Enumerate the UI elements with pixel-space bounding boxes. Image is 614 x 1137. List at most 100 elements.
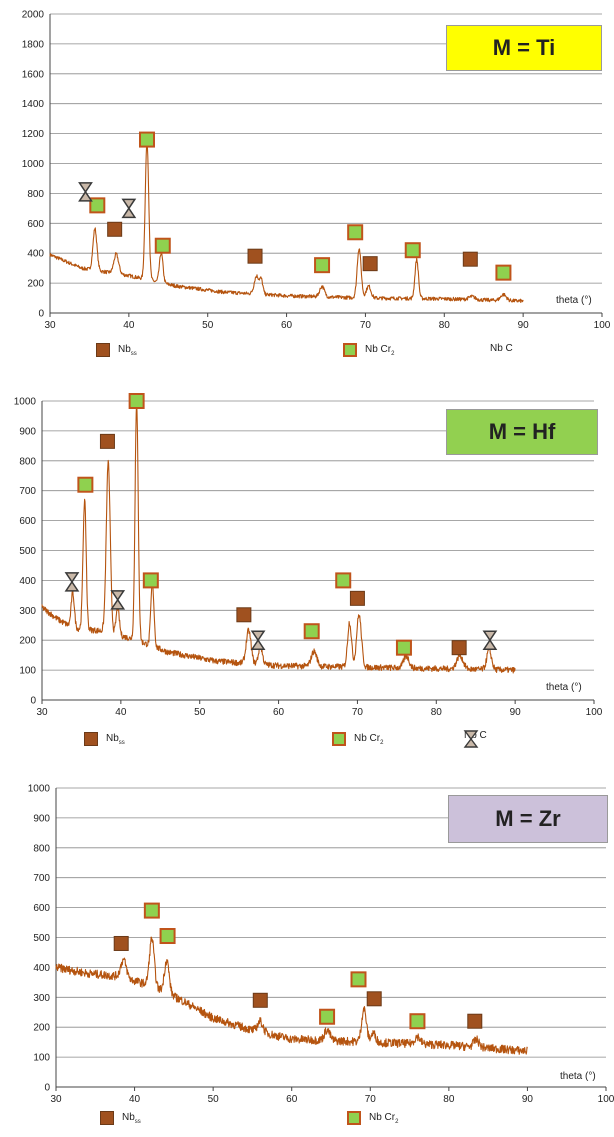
- nbc-marker: [110, 590, 126, 610]
- nbc-marker: [250, 630, 266, 650]
- legend-item-nbcr2: Nb Cr2: [343, 343, 394, 357]
- nbcr2-marker: [350, 971, 367, 988]
- x-tick-label: 50: [208, 1094, 220, 1105]
- x-tick-label: 80: [443, 1094, 455, 1105]
- y-tick-label: 200: [19, 636, 36, 647]
- xrd-chart-hf: 0 100 200 300 400 500 600 700 800 900 1000 30 40 50 60…: [14, 393, 603, 718]
- nbcr2-marker: [159, 928, 176, 945]
- nb-marker: [362, 256, 378, 272]
- nbcr2-marker: [404, 242, 421, 259]
- y-tick-label: 400: [33, 963, 50, 974]
- legend-label-nbc: Nb C: [464, 730, 487, 741]
- y-tick-label: 600: [27, 219, 44, 230]
- y-tick-label: 1000: [28, 784, 51, 795]
- x-tick-label: 50: [202, 320, 214, 331]
- nbcr2-marker: [335, 572, 352, 589]
- y-tick-label: 0: [38, 309, 44, 320]
- y-tick-label: 900: [19, 426, 36, 437]
- x-axis-label: theta (°): [560, 1071, 596, 1082]
- nbcr2-square-icon: [343, 343, 357, 357]
- y-tick-label: 1000: [14, 397, 37, 408]
- nbcr2-marker: [395, 639, 412, 656]
- nbcr2-marker: [77, 476, 94, 493]
- x-tick-label: 90: [518, 320, 530, 331]
- x-tick-label: 40: [115, 707, 127, 718]
- y-tick-label: 1800: [22, 39, 45, 50]
- y-tick-label: 1000: [22, 159, 45, 170]
- nb-marker: [252, 992, 268, 1008]
- nbcr2-marker: [89, 197, 106, 214]
- x-tick-label: 30: [44, 320, 56, 331]
- nbcr2-marker: [143, 902, 160, 919]
- nbcr2-marker: [154, 237, 171, 254]
- y-tick-label: 400: [19, 576, 36, 587]
- x-axis-label: theta (°): [556, 295, 592, 306]
- nbc-marker: [78, 182, 93, 202]
- y-tick-label: 800: [19, 456, 36, 467]
- x-tick-label: 70: [352, 707, 364, 718]
- alloy-tag: M = Ti: [446, 25, 602, 71]
- legend-label-nb: Nbss: [118, 343, 137, 357]
- y-tick-label: 1600: [22, 69, 45, 80]
- x-tick-label: 80: [439, 320, 451, 331]
- nb-marker: [236, 607, 252, 623]
- nbcr2-marker: [409, 1013, 426, 1030]
- x-tick-label: 60: [286, 1094, 298, 1105]
- nb-marker: [467, 1013, 483, 1029]
- nbcr2-marker: [319, 1008, 336, 1025]
- nb-marker: [451, 640, 467, 656]
- y-tick-label: 100: [19, 666, 36, 677]
- nb-marker: [99, 433, 115, 449]
- nbcr2-marker: [314, 257, 331, 274]
- x-axis-label: theta (°): [546, 682, 582, 693]
- xrd-pattern-line: [49, 139, 524, 304]
- y-tick-label: 600: [33, 903, 50, 914]
- xrd-pattern-line: [41, 401, 516, 674]
- x-tick-label: 40: [123, 320, 135, 331]
- legend-item-nb: Nbss: [84, 732, 125, 746]
- y-tick-label: 800: [33, 843, 50, 854]
- y-tick-label: 700: [33, 873, 50, 884]
- nb-marker: [366, 991, 382, 1007]
- x-tick-label: 60: [273, 707, 285, 718]
- y-tick-label: 200: [27, 279, 44, 290]
- legend-label-nb: Nbss: [122, 1111, 141, 1125]
- y-tick-label: 0: [44, 1083, 50, 1094]
- legend-label-nbcr2: Nb Cr2: [354, 732, 384, 746]
- y-tick-label: 300: [19, 606, 36, 617]
- legend-zr: Nbss Nb Cr2: [0, 1109, 614, 1133]
- x-tick-label: 30: [36, 707, 48, 718]
- y-tick-label: 100: [33, 1053, 50, 1064]
- alloy-tag: M = Zr: [448, 795, 608, 843]
- nbcr2-marker: [495, 264, 512, 281]
- legend-item-nb: Nbss: [100, 1111, 141, 1125]
- legend-label-nb: Nbss: [106, 732, 125, 746]
- nb-square-icon: [96, 343, 110, 357]
- y-tick-label: 2000: [22, 10, 45, 21]
- xrd-chart-zr: 0 100 200 300 400 500 600 700 800 900 1000 30 40 50 60…: [28, 784, 614, 1106]
- y-tick-label: 500: [19, 546, 36, 557]
- xrd-chart-ti: 0 200 400 600 800 1000 1200 1400 1600 1800 2000 30 4…: [22, 10, 611, 332]
- x-tick-label: 50: [194, 707, 206, 718]
- legend-item-nb: Nbss: [96, 343, 137, 357]
- chart-panel-ti: 0 200 400 600 800 1000 1200 1400 1600 1800 2000 30 4…: [0, 0, 614, 370]
- y-tick-label: 300: [33, 993, 50, 1004]
- x-tick-label: 30: [50, 1094, 62, 1105]
- nb-marker: [113, 935, 129, 951]
- nbcr2-square-icon: [332, 732, 346, 746]
- x-tick-label: 100: [594, 320, 611, 331]
- y-tick-label: 800: [27, 189, 44, 200]
- nb-marker: [107, 221, 123, 237]
- nbcr2-marker: [347, 224, 364, 241]
- nb-marker: [349, 590, 365, 606]
- nbc-marker: [482, 630, 498, 650]
- legend-item-nbc: Nb C: [490, 343, 513, 354]
- legend-ti: Nbss Nb Cr2 Nb C: [0, 340, 614, 364]
- nb-square-icon: [100, 1111, 114, 1125]
- legend-item-nbc: Nb C: [463, 730, 487, 748]
- y-tick-label: 400: [27, 249, 44, 260]
- x-tick-label: 70: [365, 1094, 377, 1105]
- legend-item-nbcr2: Nb Cr2: [332, 732, 383, 746]
- nbc-marker: [64, 572, 80, 592]
- nbc-marker: [121, 198, 137, 219]
